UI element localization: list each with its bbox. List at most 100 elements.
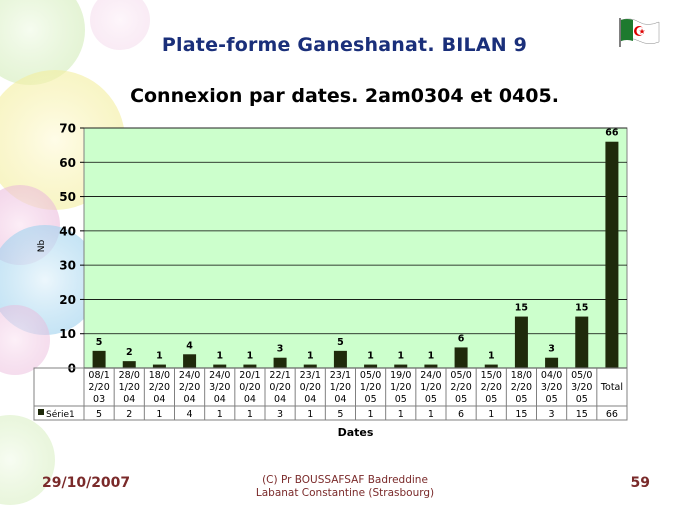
bar <box>514 316 528 368</box>
bar <box>152 364 166 368</box>
x-category-label: 23/1 <box>300 370 321 381</box>
x-category-label: 24/0 <box>209 370 230 381</box>
slide-title: Plate-forme Ganeshanat. BILAN 9 <box>161 34 528 56</box>
x-category-label: 05/0 <box>571 370 592 381</box>
table-value: 1 <box>247 409 253 420</box>
x-category-label: 03 <box>93 394 105 405</box>
table-value: 5 <box>337 409 343 420</box>
table-value: 4 <box>187 409 193 420</box>
data-label: 15 <box>515 303 528 314</box>
x-category-label: 04 <box>304 394 316 405</box>
x-category-label: 3/20 <box>571 382 592 393</box>
x-category-label: 05 <box>395 394 407 405</box>
bar <box>213 364 227 368</box>
data-label: 15 <box>575 303 588 314</box>
x-category-label: 05/0 <box>450 370 471 381</box>
bar <box>92 350 106 368</box>
bar <box>424 364 438 368</box>
y-tick-label: 70 <box>59 122 76 136</box>
x-category-label: 15/0 <box>481 370 502 381</box>
x-category-label: 2/20 <box>481 382 502 393</box>
x-category-label: 04 <box>244 394 256 405</box>
y-tick-label: 60 <box>59 156 76 170</box>
footer-date: 29/10/2007 <box>42 475 131 491</box>
table-value: 1 <box>488 409 494 420</box>
x-category-label: 19/0 <box>390 370 411 381</box>
table-value: 15 <box>576 409 588 420</box>
table-value: 5 <box>96 409 102 420</box>
legend-label: Série1 <box>46 409 75 420</box>
bar <box>545 357 559 368</box>
table-value: 1 <box>307 409 313 420</box>
table-value: 3 <box>277 409 283 420</box>
table-value: 6 <box>458 409 464 420</box>
x-category-label: 0/20 <box>269 382 290 393</box>
bar <box>484 364 498 368</box>
x-category-label: 18/0 <box>511 370 532 381</box>
table-value: 1 <box>217 409 223 420</box>
x-category-label: 20/1 <box>239 370 260 381</box>
x-category-label: 24/0 <box>179 370 200 381</box>
x-category-label: 2/20 <box>179 382 200 393</box>
x-category-label: 05 <box>365 394 377 405</box>
x-category-label: 04 <box>214 394 226 405</box>
x-category-label: 04 <box>184 394 196 405</box>
table-value: 1 <box>398 409 404 420</box>
x-category-label: 22/1 <box>269 370 290 381</box>
x-category-label: 24/0 <box>420 370 441 381</box>
table-value: 2 <box>126 409 132 420</box>
x-category-label: 2/20 <box>511 382 532 393</box>
bar <box>454 347 468 368</box>
x-category-label: 2/20 <box>149 382 170 393</box>
y-tick-label: 40 <box>59 224 76 238</box>
x-category-label: 2/20 <box>450 382 471 393</box>
x-category-label: 1/20 <box>119 382 140 393</box>
bar <box>243 364 257 368</box>
credit-line-2: Labanat Constantine (Strasbourg) <box>255 487 435 499</box>
x-category-label: 05 <box>546 394 558 405</box>
bar <box>333 350 347 368</box>
x-category-label: 08/1 <box>88 370 109 381</box>
data-label: 1 <box>216 351 223 362</box>
data-label: 3 <box>277 344 284 355</box>
y-tick-label: 50 <box>59 190 76 204</box>
y-tick-label: 30 <box>59 259 76 273</box>
table-value: 1 <box>368 409 374 420</box>
bar <box>394 364 408 368</box>
data-label: 3 <box>548 344 555 355</box>
bar <box>122 361 136 368</box>
table-value: 15 <box>515 409 527 420</box>
x-category-label: 0/20 <box>300 382 321 393</box>
data-label: 1 <box>307 351 314 362</box>
data-label: 1 <box>156 351 163 362</box>
x-category-label: 2/20 <box>88 382 109 393</box>
credit-line-1: (C) Pr BOUSSAFSAF Badreddine <box>262 474 428 486</box>
x-category-label: 05 <box>425 394 437 405</box>
y-tick-label: 10 <box>59 327 76 341</box>
data-label: 1 <box>397 351 404 362</box>
x-category-label: 23/1 <box>330 370 351 381</box>
data-label: 6 <box>458 333 465 344</box>
x-category-label: 18/0 <box>149 370 170 381</box>
x-category-label: 3/20 <box>541 382 562 393</box>
data-label: 2 <box>126 347 133 358</box>
x-category-label: 1/20 <box>360 382 381 393</box>
algeria-flag-icon <box>619 18 660 47</box>
data-label: 1 <box>428 351 435 362</box>
bar <box>273 357 287 368</box>
bar <box>364 364 378 368</box>
x-category-label: 04 <box>123 394 135 405</box>
x-category-label: 04 <box>334 394 346 405</box>
bar <box>303 364 317 368</box>
chart-title: Connexion par dates. 2am0304 et 0405. <box>130 85 559 107</box>
table-value: 66 <box>606 409 618 420</box>
x-category-label: 05 <box>576 394 588 405</box>
table-value: 1 <box>428 409 434 420</box>
x-category-label: 3/20 <box>209 382 230 393</box>
x-category-label: 04 <box>153 394 165 405</box>
x-category-label: 1/20 <box>390 382 411 393</box>
footer-credit: (C) Pr BOUSSAFSAF Badreddine Labanat Con… <box>215 474 475 500</box>
x-category-label: 05 <box>515 394 527 405</box>
x-category-label: 1/20 <box>420 382 441 393</box>
